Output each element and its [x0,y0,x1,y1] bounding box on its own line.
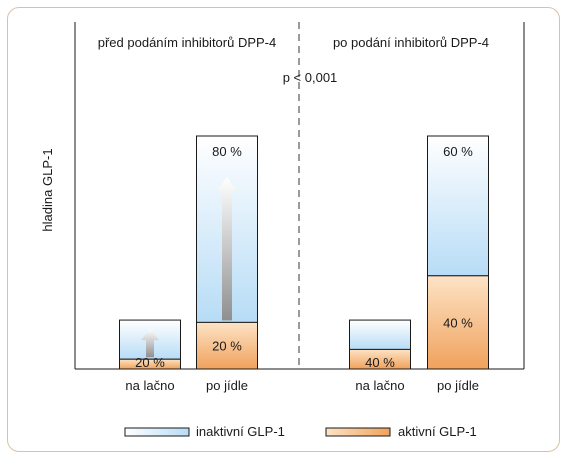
p1-bar1-up-arrow [141,328,159,358]
p2-bar2-inactive-segment [427,135,489,277]
p1-bar2-active-segment [196,321,258,370]
legend-label-active: aktivní GLP-1 [398,424,477,439]
panel-1-title: před podáním inhibitorů DPP-4 [98,35,277,50]
p-value-annotation: p < 0,001 [283,70,338,85]
p1-bar2-category-label: po jídle [206,378,248,393]
p1-bar1-active-segment [119,358,181,370]
legend-swatch-inactive [124,427,190,437]
p1-bar2-active-label: 20 % [212,339,242,354]
p2-bar1-category-label: na lačno [355,378,404,393]
p1-bar1-active-label: 20 % [135,355,165,370]
p2-bar1-active-label: 40 % [365,355,395,370]
y-axis-label: hladina GLP-1 [40,148,55,231]
legend-label-inactive: inaktivní GLP-1 [196,424,285,439]
p2-bar2-inactive-label: 60 % [443,144,473,159]
bars-group: 20 % na lačno 80 % 20 % po jídle 40 % na lačno… [119,135,489,393]
legend: inaktivní GLP-1 aktivní GLP-1 [124,424,477,439]
p1-bar2-inactive-label: 80 % [212,144,242,159]
p2-bar2-category-label: po jídle [437,378,479,393]
legend-swatch-active [325,427,391,437]
p2-bar1-inactive-segment [349,319,411,350]
p2-bar2-active-label: 40 % [443,315,473,330]
p1-bar2-up-arrow [217,177,237,321]
p2-bar1-active-segment [349,348,411,370]
panel-2-title: po podání inhibitorů DPP-4 [333,35,489,50]
p2-bar2-active-segment [427,275,489,370]
p1-bar1-category-label: na lačno [125,378,174,393]
